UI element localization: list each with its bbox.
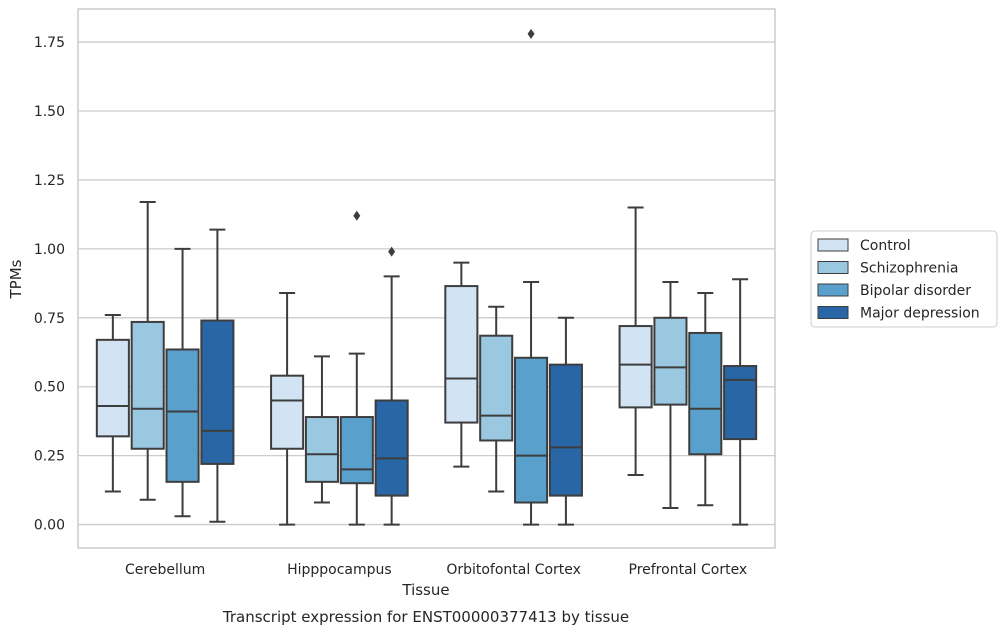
box-plots xyxy=(95,28,758,526)
box-3-3 xyxy=(723,278,758,526)
x-tick-label: Prefrontal Cortex xyxy=(629,562,748,578)
box-1-2 xyxy=(339,210,374,526)
box-3-1 xyxy=(653,280,688,510)
box-1-3 xyxy=(374,246,409,526)
legend-label: Control xyxy=(860,238,911,254)
outlier-point xyxy=(527,28,535,39)
x-tick-labels: Cerebellum Hipppocampus Orbitofontal Corte… xyxy=(125,562,747,578)
legend-label: Bipolar disorder xyxy=(860,283,971,299)
box-1-1 xyxy=(304,355,339,504)
box-body xyxy=(514,356,549,504)
legend-frame xyxy=(810,230,998,328)
y-tick-label: 0.00 xyxy=(34,518,65,534)
box-2-1 xyxy=(479,305,514,493)
y-axis-label: TPMs xyxy=(7,259,25,299)
box-2-0 xyxy=(444,261,479,468)
box-body xyxy=(479,334,514,442)
legend-swatch xyxy=(817,238,849,252)
y-tick-label: 0.50 xyxy=(34,380,65,396)
box-1-0 xyxy=(270,291,305,526)
box-body xyxy=(200,319,235,465)
box-body xyxy=(304,416,339,483)
box-body xyxy=(339,416,374,485)
y-tick-labels: 0.00 0.25 0.50 0.75 1.00 1.25 1.50 1.75 xyxy=(34,35,65,533)
x-tick-label: Hipppocampus xyxy=(287,562,392,578)
y-tick-label: 0.75 xyxy=(34,311,65,327)
y-tick-label: 1.75 xyxy=(34,35,65,51)
box-0-2 xyxy=(165,247,200,518)
y-tick-label: 1.25 xyxy=(34,173,65,189)
box-body xyxy=(95,338,130,438)
x-axis-label: Tissue xyxy=(401,581,449,599)
box-2-3 xyxy=(548,316,583,526)
legend-swatch xyxy=(817,306,849,319)
box-body xyxy=(688,331,723,456)
box-body xyxy=(130,320,165,450)
box-body xyxy=(723,365,758,441)
legend-label: Schizophrenia xyxy=(860,261,958,277)
x-tick-label: Orbitofontal Cortex xyxy=(446,562,581,578)
box-body xyxy=(374,399,409,497)
box-body xyxy=(270,374,305,450)
box-0-0 xyxy=(95,314,130,493)
y-tick-label: 1.00 xyxy=(34,242,65,258)
outlier-point xyxy=(353,210,361,221)
box-body xyxy=(653,316,688,406)
box-body xyxy=(548,363,583,497)
box-3-0 xyxy=(618,206,653,476)
legend-swatch xyxy=(817,283,849,297)
outlier-point xyxy=(388,246,396,257)
box-body xyxy=(618,325,653,409)
x-tick-label: Cerebellum xyxy=(125,562,205,578)
chart-title: Transcript expression for ENST0000037741… xyxy=(222,608,629,626)
box-3-2 xyxy=(688,291,723,507)
legend-label: Major depression xyxy=(860,306,980,322)
y-tick-label: 0.25 xyxy=(34,449,65,465)
box-0-1 xyxy=(130,200,165,501)
legend-swatch xyxy=(817,261,849,274)
box-0-3 xyxy=(200,228,235,523)
legend: Control Schizophrenia Bipolar disorder Majo… xyxy=(810,230,998,328)
box-body xyxy=(444,285,479,424)
plot-frame xyxy=(77,8,776,549)
box-2-2 xyxy=(514,28,549,526)
box-body xyxy=(165,348,200,483)
y-tick-label: 1.50 xyxy=(34,104,65,120)
